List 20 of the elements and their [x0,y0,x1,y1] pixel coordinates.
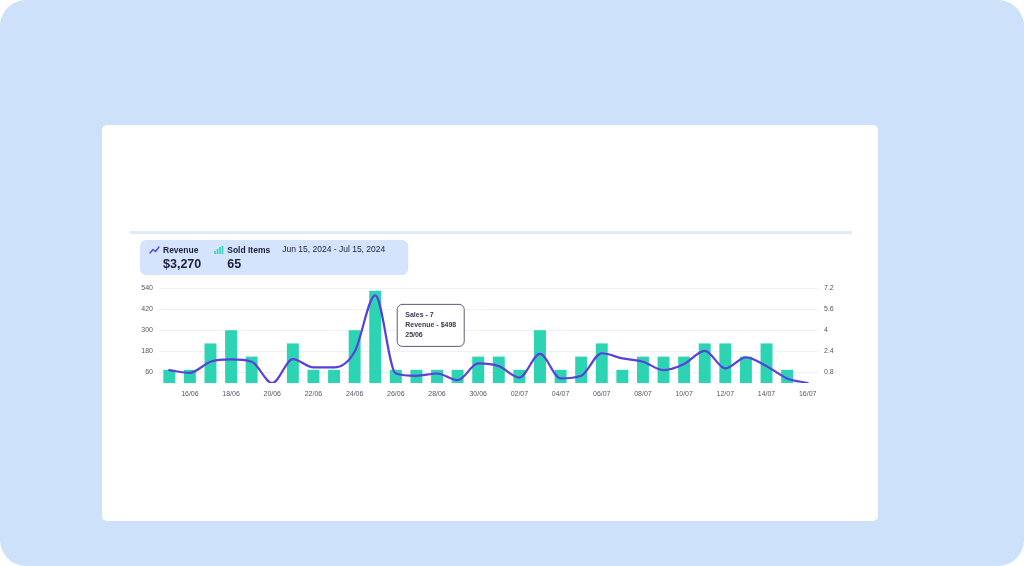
bar [719,343,732,383]
bar [739,356,752,383]
bar [534,330,546,383]
bar [657,356,670,383]
bar [286,343,299,383]
text: 65 [227,257,242,272]
bar [163,369,176,383]
line-series [168,294,809,383]
chart-subtitle: Jun 15, 2024 - Jul 15, 2024 [282,243,386,254]
bar [492,356,505,383]
legend-label: Sold Items [227,244,271,255]
bar [369,290,382,383]
bar [698,343,711,383]
text: $3,270 [163,257,202,272]
legend-label: Revenue [163,244,199,255]
bar [595,343,608,383]
bar [328,369,341,383]
bar [307,369,320,383]
bar [616,369,629,383]
bar [225,330,238,383]
